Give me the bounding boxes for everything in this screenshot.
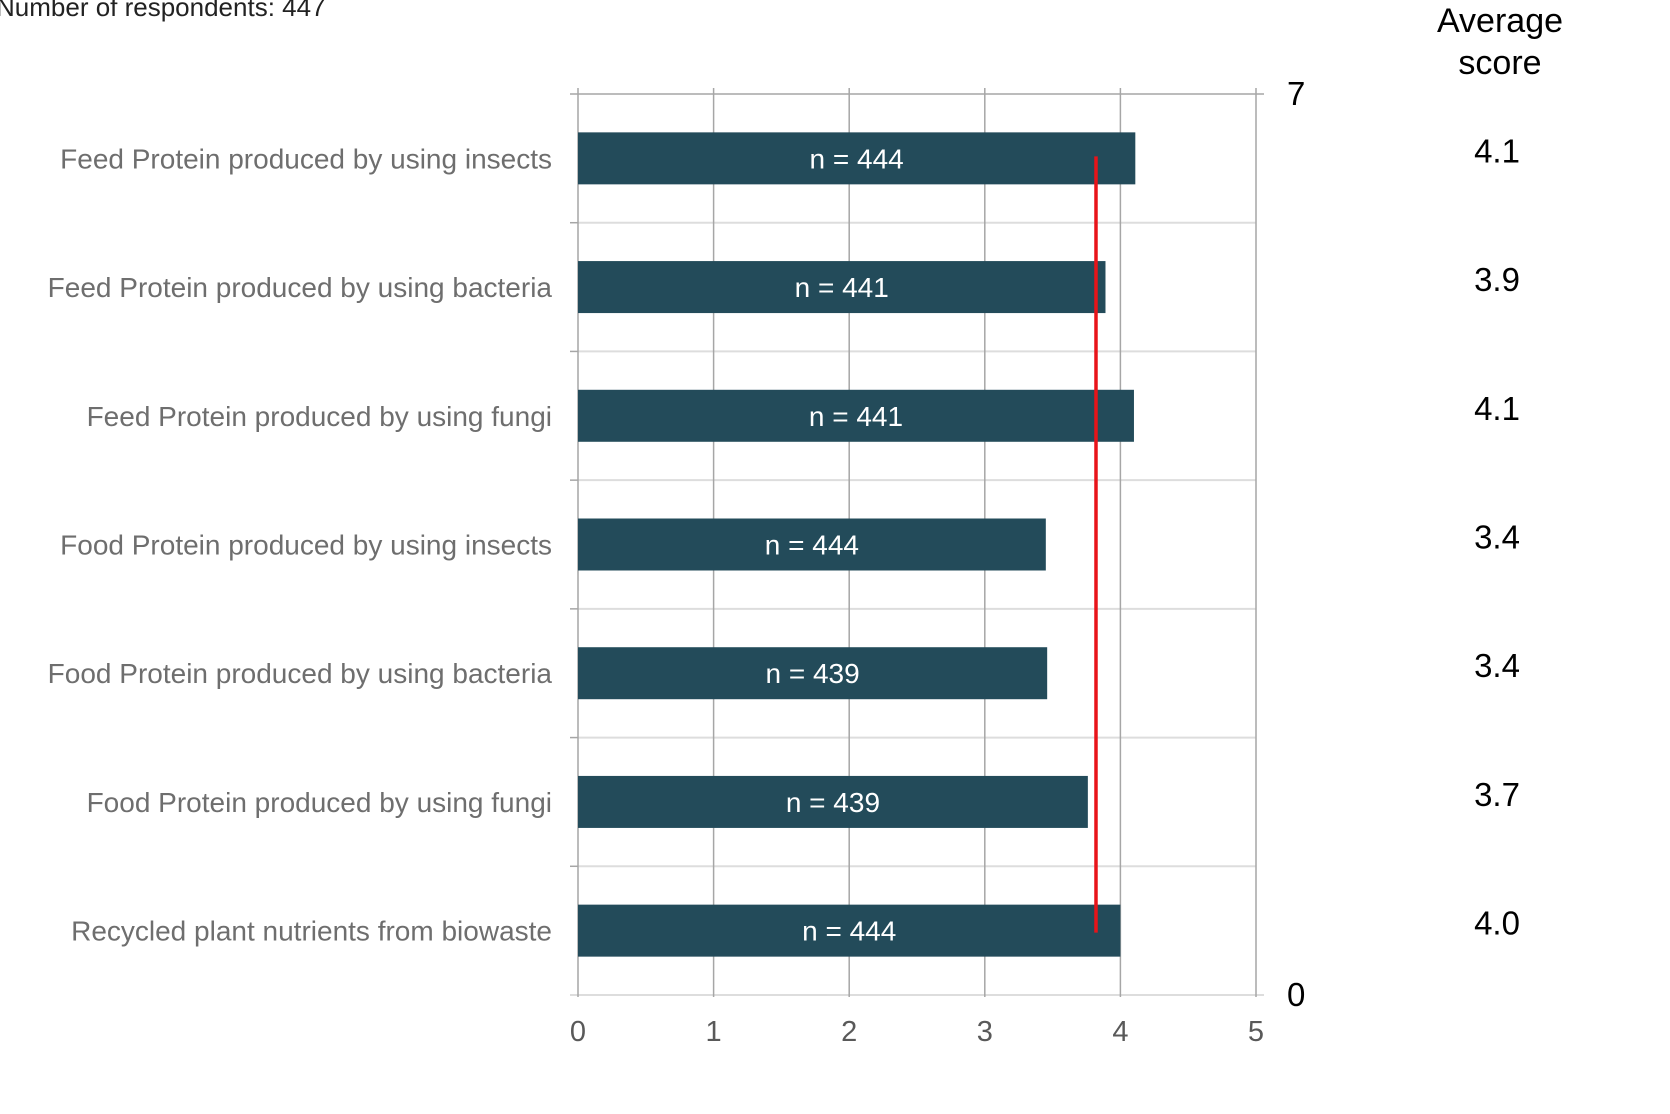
average-score-header-line2: score <box>1458 44 1542 82</box>
category-label: Feed Protein produced by using bacteria <box>48 272 553 303</box>
x-tick-label: 1 <box>706 1016 722 1048</box>
x-tick-label: 0 <box>570 1016 586 1048</box>
bar-data-label: n = 444 <box>810 143 904 174</box>
bar <box>578 775 1088 828</box>
category-label: Recycled plant nutrients from biowaste <box>71 916 552 947</box>
bar <box>578 518 1046 571</box>
bar-data-label: n = 444 <box>765 530 859 561</box>
bar-data-label: n = 441 <box>795 272 889 303</box>
category-label: Feed Protein produced by using fungi <box>87 401 552 432</box>
category-label: Food Protein produced by using fungi <box>87 787 552 818</box>
average-score-value: 4.0 <box>1474 905 1520 942</box>
bar-data-label: n = 439 <box>786 787 880 818</box>
respondents-count: Number of respondents: 447 <box>0 0 326 22</box>
bar-data-label: n = 439 <box>765 658 859 689</box>
bar <box>578 261 1106 314</box>
average-score-value: 3.4 <box>1474 519 1520 556</box>
x-tick-label: 3 <box>977 1016 993 1048</box>
average-score-value: 3.9 <box>1474 261 1520 298</box>
bar-data-label: n = 441 <box>809 401 903 432</box>
x-tick-label: 5 <box>1248 1016 1264 1048</box>
bar <box>578 389 1134 442</box>
average-score-value: 3.7 <box>1474 776 1520 813</box>
x-tick-label: 2 <box>841 1016 857 1048</box>
secondary-axis-min-label: 0 <box>1287 976 1305 1013</box>
secondary-axis-max-label: 7 <box>1287 75 1305 112</box>
x-tick-label: 4 <box>1112 1016 1128 1048</box>
bar-data-label: n = 444 <box>802 916 896 947</box>
bar <box>578 647 1048 700</box>
average-score-value: 4.1 <box>1474 132 1520 169</box>
average-score-value: 3.4 <box>1474 647 1520 684</box>
category-label: Food Protein produced by using insects <box>60 530 552 561</box>
category-label: Feed Protein produced by using insects <box>60 143 552 174</box>
average-score-header-line1: Average <box>1436 2 1564 40</box>
category-label: Food Protein produced by using bacteria <box>48 658 553 689</box>
average-score-header: Average score <box>1400 0 1600 84</box>
bar <box>578 904 1121 957</box>
average-score-value: 4.1 <box>1474 390 1520 427</box>
bar <box>578 132 1136 185</box>
